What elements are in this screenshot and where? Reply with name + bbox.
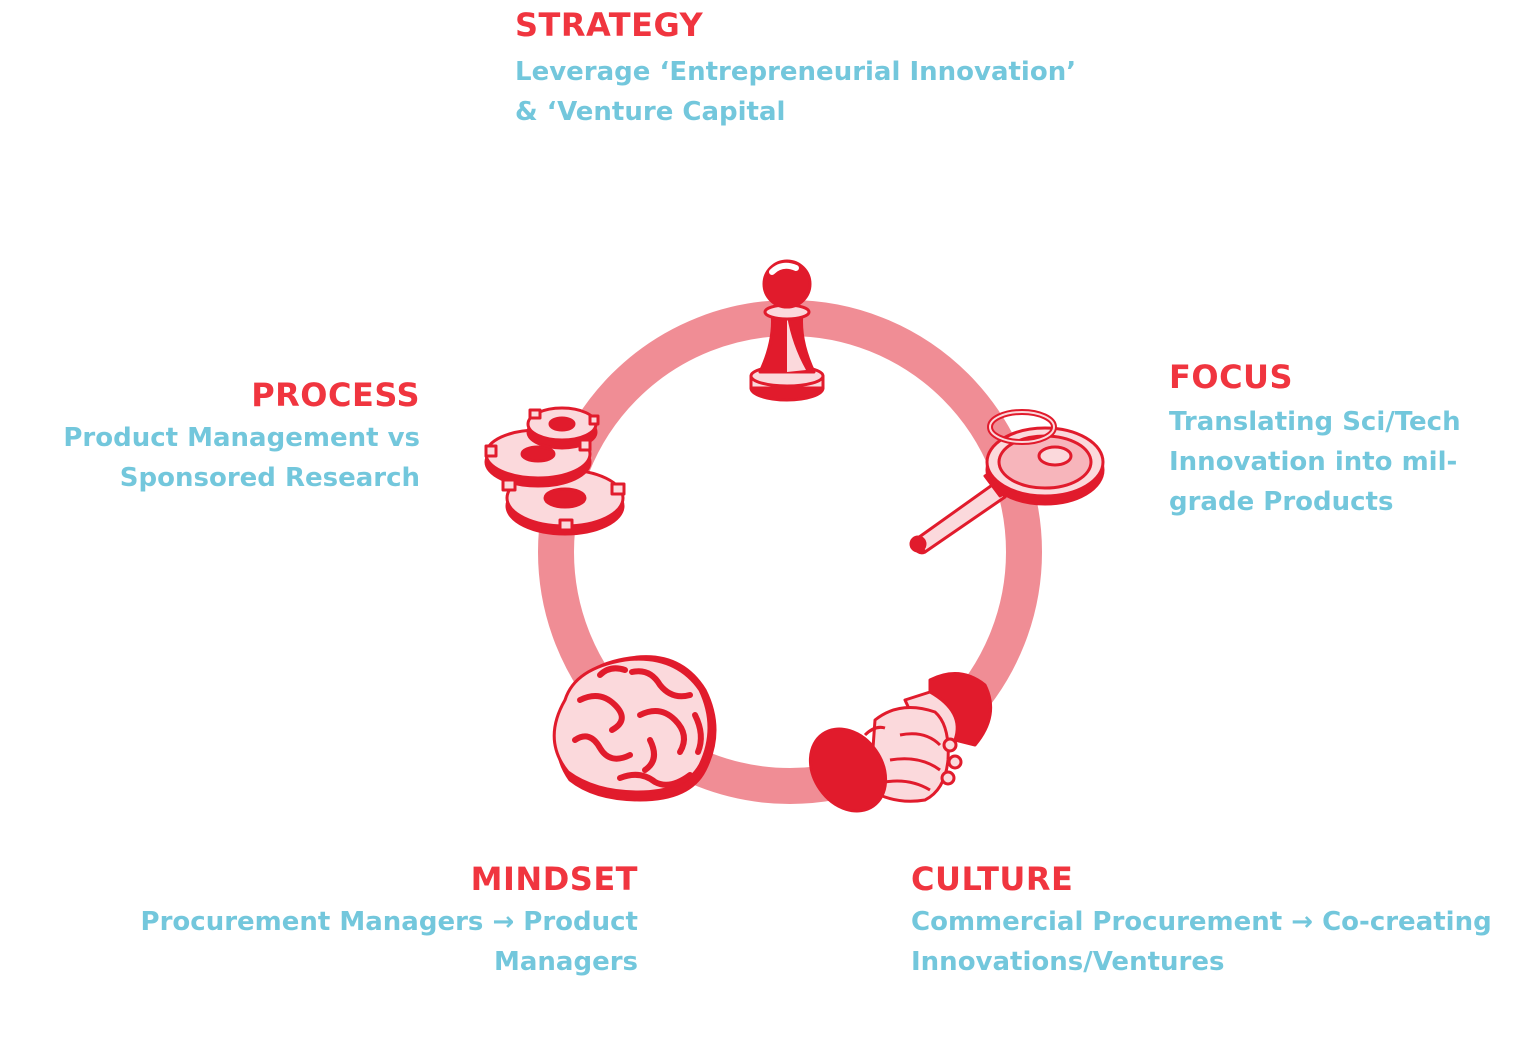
process-block: PROCESS Product Management vs Sponsored …: [40, 376, 420, 498]
process-line-2: Sponsored Research: [119, 463, 420, 493]
culture-block: CULTURE Commercial Procurement → Co-crea…: [911, 860, 1521, 982]
mindset-line-2: Managers: [493, 947, 638, 977]
culture-line-1: Commercial Procurement → Co-creating: [911, 907, 1492, 937]
focus-line-3: grade Products: [1169, 487, 1394, 517]
process-title: PROCESS: [251, 376, 420, 414]
mindset-title: MINDSET: [470, 860, 638, 898]
culture-title: CULTURE: [911, 860, 1074, 898]
mindset-block: MINDSET Procurement Managers → Product M…: [98, 860, 638, 982]
strategy-title: STRATEGY: [515, 6, 704, 44]
strategy-line-1: Leverage ‘Entrepreneurial Innovation’: [515, 57, 1077, 87]
culture-line-2: Innovations/Ventures: [911, 947, 1225, 977]
process-line-1: Product Management vs: [63, 423, 420, 453]
focus-line-1: Translating Sci/Tech: [1169, 407, 1461, 437]
gears-icon: [484, 406, 626, 536]
focus-title: FOCUS: [1169, 358, 1294, 396]
chess-pawn-icon: [749, 259, 825, 402]
brain-icon: [552, 655, 717, 802]
mindset-line-1: Procurement Managers → Product: [140, 907, 638, 937]
focus-block: FOCUS Translating Sci/Tech Innovation in…: [1169, 358, 1509, 522]
focus-line-2: Innovation into mil-: [1169, 447, 1458, 477]
strategy-block: STRATEGY Leverage ‘Entrepreneurial Innov…: [515, 6, 1135, 132]
handshake-icon: [808, 672, 993, 813]
strategy-line-2: & ‘Venture Capital: [515, 97, 786, 127]
magnifying-glass-icon: [909, 409, 1105, 555]
